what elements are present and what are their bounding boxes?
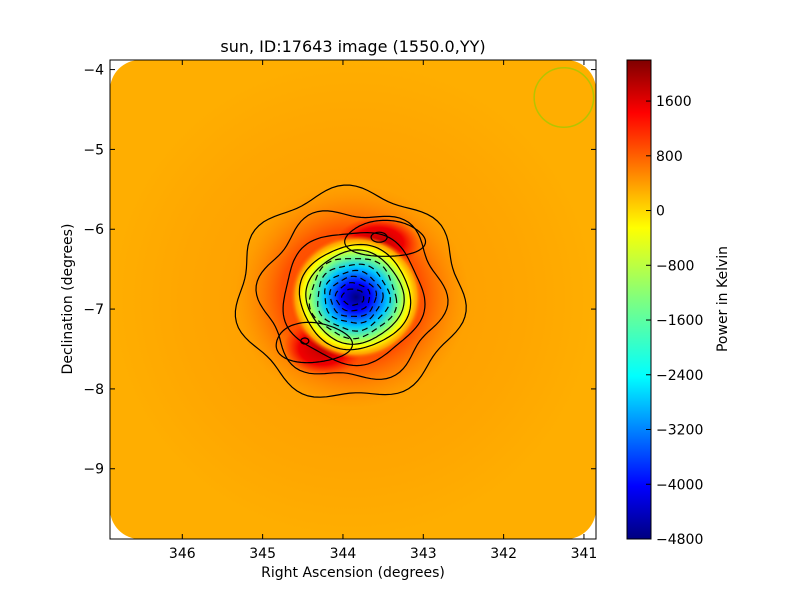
beam-circle — [533, 67, 595, 128]
y-tick-label: −8 — [83, 382, 104, 398]
plot-area — [109, 59, 597, 540]
x-tick-label: 342 — [490, 546, 517, 562]
contour-positive — [255, 210, 449, 380]
contour-positive — [300, 337, 310, 345]
contour-negative — [341, 288, 365, 306]
colorbar-tick-label: 800 — [656, 149, 683, 165]
y-tick-label: −5 — [83, 142, 104, 158]
y-tick-label: −4 — [83, 63, 104, 79]
x-tick-label: 341 — [571, 546, 598, 562]
chart-title: sun, ID:17643 image (1550.0,YY) — [220, 37, 485, 56]
contour-positive — [370, 231, 388, 243]
colorbar-tick-label: −1600 — [656, 313, 703, 329]
contour-negative — [329, 275, 378, 317]
colorbar-tick-label: 1600 — [656, 94, 692, 110]
contour-lines — [234, 184, 467, 398]
colorbar-tick-label: −4800 — [656, 532, 703, 548]
contour-positive — [344, 219, 427, 257]
contour-negative — [334, 282, 371, 312]
x-tick-label: 346 — [169, 546, 196, 562]
y-tick-label: −6 — [83, 222, 104, 238]
colorbar-tick-label: −3200 — [656, 423, 703, 439]
contour-positive — [282, 231, 426, 367]
colorbar-tick-label: −800 — [656, 258, 694, 274]
contour-negative — [317, 263, 391, 332]
y-axis-label: Declination (degrees) — [60, 224, 76, 375]
y-axis-ticks: −4 −5 −6 −7 −8 −9 — [83, 63, 596, 478]
colorbar-gradient — [626, 59, 652, 540]
x-axis-label: Right Ascension (degrees) — [261, 565, 445, 581]
contour-positive — [275, 321, 354, 364]
contour-positive — [305, 249, 405, 345]
colorbar-tick-label: −2400 — [656, 368, 703, 384]
y-tick-label: −7 — [83, 302, 104, 318]
colorbar: 1600 800 0 −800 −1600 −2400 −3200 −4000 −4800 Po… — [626, 59, 731, 548]
contour-negative — [308, 258, 398, 340]
plot-frame — [109, 59, 597, 540]
colorbar-label: Power in Kelvin — [715, 246, 731, 352]
colorbar-tick-label: 0 — [656, 204, 665, 220]
x-tick-label: 343 — [410, 546, 437, 562]
contour-positive — [234, 184, 467, 398]
colorbar-ticks: 1600 800 0 −800 −1600 −2400 −3200 −4000 −4800 — [646, 94, 703, 548]
colorbar-tick-label: −4000 — [656, 477, 703, 493]
y-tick-label: −9 — [83, 462, 104, 478]
x-tick-label: 345 — [249, 546, 276, 562]
x-tick-label: 344 — [330, 546, 357, 562]
contour-positive — [298, 243, 412, 351]
x-axis-ticks: 346 345 344 343 342 341 — [169, 60, 597, 562]
